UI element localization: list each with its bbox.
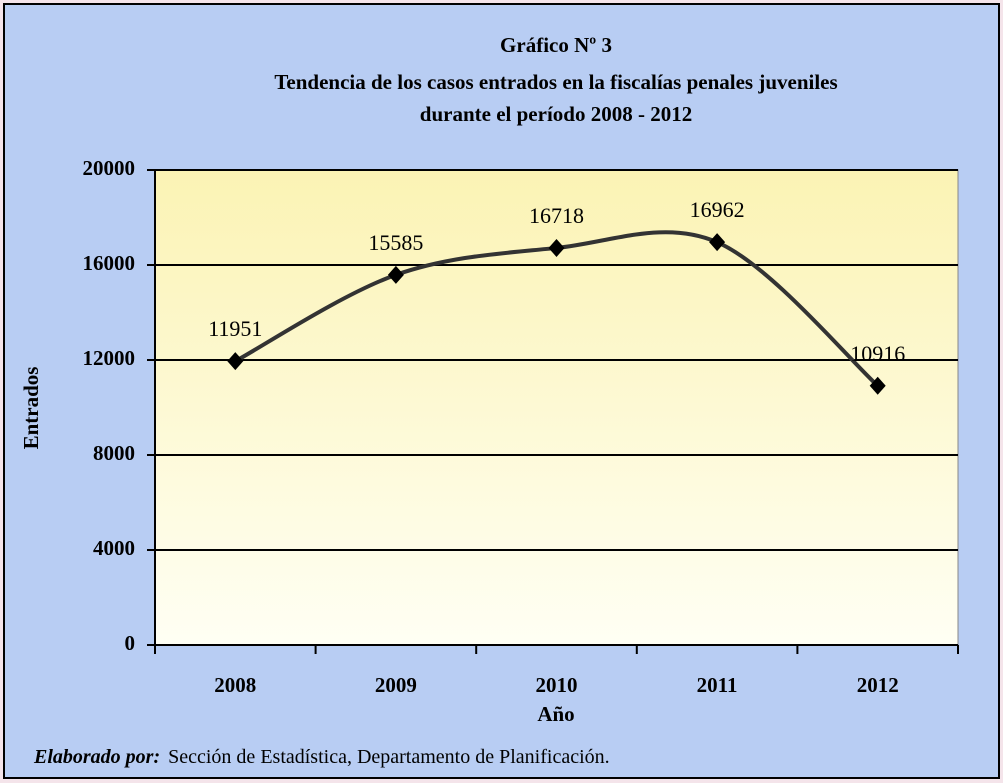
data-point <box>548 238 565 257</box>
note-label: Elaborado por: <box>33 746 160 768</box>
data-label: 10916 <box>850 341 905 366</box>
chart-title: Tendencia de los casos entrados en la fi… <box>274 70 837 94</box>
x-tick-label: 2009 <box>375 673 417 697</box>
data-label: 11951 <box>208 316 262 341</box>
y-tick-label: 0 <box>125 631 136 655</box>
y-axis-label: Entrados <box>19 367 43 450</box>
x-tick-label: 2012 <box>857 673 899 697</box>
chart-title: durante el período 2008 - 2012 <box>420 102 692 126</box>
y-tick-label: 20000 <box>83 156 136 180</box>
y-tick-label: 4000 <box>93 536 135 560</box>
data-point <box>709 233 726 252</box>
x-tick-label: 2011 <box>697 673 738 697</box>
note: Elaborado por: Sección de Estadística, De… <box>33 746 610 768</box>
data-label: 15585 <box>368 230 423 255</box>
data-point <box>387 265 404 284</box>
data-label: 16962 <box>690 197 745 222</box>
data-point <box>869 376 886 395</box>
data-label: 16718 <box>529 203 584 228</box>
x-tick-label: 2008 <box>214 673 256 697</box>
y-tick-label: 12000 <box>83 346 136 370</box>
data-point <box>227 352 244 371</box>
chart-title: Gráfico Nº 3 <box>500 33 612 57</box>
y-tick-label: 16000 <box>83 251 136 275</box>
x-tick-label: 2010 <box>536 673 578 697</box>
note-text: Sección de Estadística, Departamento de … <box>168 746 610 768</box>
x-axis-label: Año <box>537 702 574 726</box>
y-tick-label: 8000 <box>93 441 135 465</box>
